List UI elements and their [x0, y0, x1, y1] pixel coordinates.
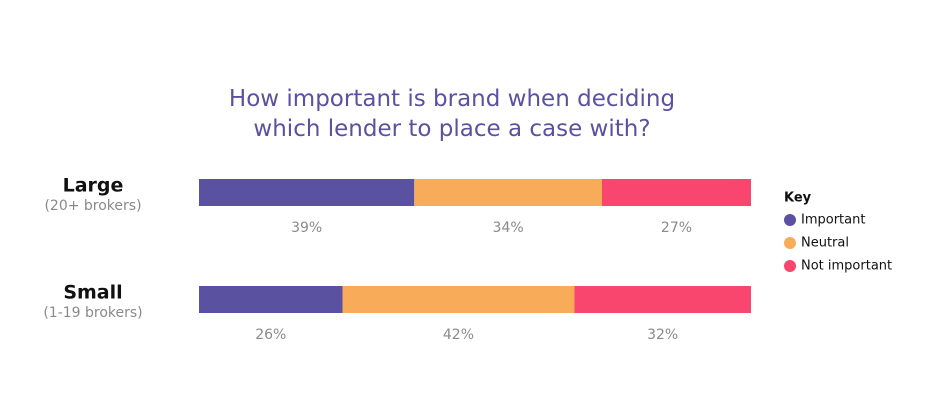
category-label: Small [63, 282, 122, 304]
bar-segment [601, 179, 751, 206]
chart-title: How important is brand when deciding whi… [228, 86, 676, 142]
value-label: 39% [291, 220, 322, 236]
legend-marker [784, 237, 796, 249]
category-subtitle: (1-19 brokers) [43, 305, 142, 321]
legend-marker [784, 260, 796, 272]
value-label: 26% [255, 327, 286, 343]
bar-segment [199, 179, 415, 206]
legend-marker [784, 214, 796, 226]
value-label: 34% [493, 220, 524, 236]
bar-segment [574, 286, 751, 313]
category-label: Large [63, 175, 124, 197]
value-label: 27% [661, 220, 692, 236]
legend-label: Important [801, 213, 865, 228]
value-label: 32% [647, 327, 678, 343]
category-subtitle: (20+ brokers) [44, 198, 141, 214]
bar-segment [199, 286, 343, 313]
value-label: 42% [443, 327, 474, 343]
bar-segment [414, 179, 602, 206]
legend-title: Key [784, 191, 812, 206]
bar-segment [342, 286, 575, 313]
legend-label: Neutral [801, 236, 849, 251]
legend-label: Not important [801, 259, 892, 274]
